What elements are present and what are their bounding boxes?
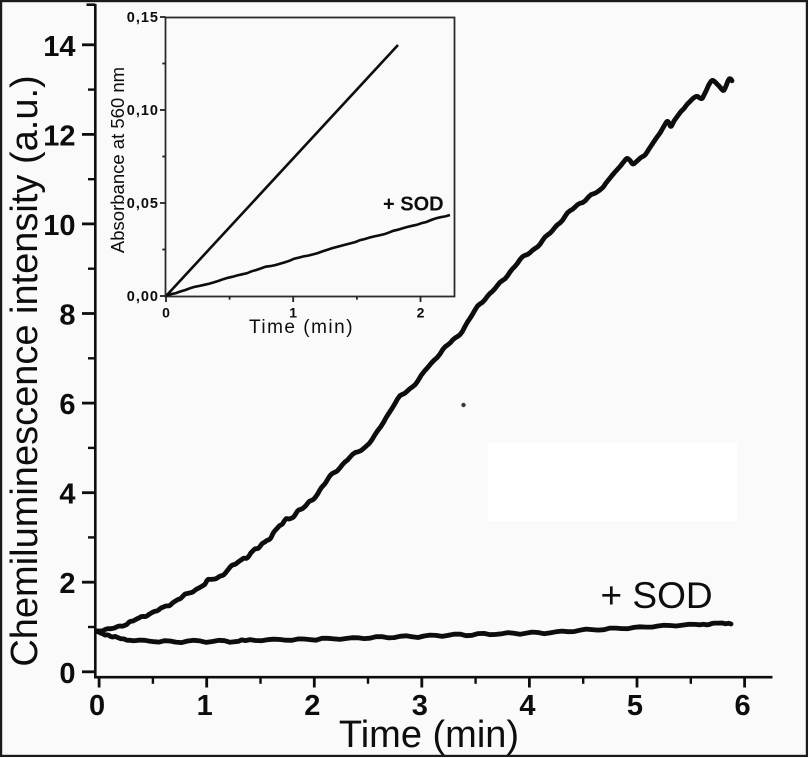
svg-text:8: 8 [59, 300, 75, 332]
svg-text:0,00: 0,00 [127, 289, 159, 305]
svg-text:+ SOD: + SOD [601, 575, 713, 616]
svg-text:Time (min): Time (min) [339, 714, 519, 756]
svg-text:1: 1 [197, 690, 213, 722]
svg-text:Time (min): Time (min) [249, 317, 354, 338]
svg-text:3: 3 [412, 690, 428, 722]
svg-text:10: 10 [43, 210, 75, 242]
svg-text:2: 2 [417, 305, 425, 321]
svg-text:2: 2 [59, 568, 75, 600]
svg-text:+ SOD: + SOD [383, 194, 444, 216]
svg-text:0: 0 [162, 305, 170, 321]
svg-text:6: 6 [735, 690, 751, 722]
svg-text:0,05: 0,05 [127, 196, 159, 212]
svg-text:1: 1 [289, 305, 297, 321]
svg-text:Chemiluminescence intensity (a: Chemiluminescence intensity (a.u.) [4, 75, 46, 666]
svg-text:0,10: 0,10 [127, 103, 159, 119]
svg-text:5: 5 [627, 690, 643, 722]
svg-text:0,15: 0,15 [127, 10, 159, 26]
svg-text:Absorbance at 560 nm: Absorbance at 560 nm [107, 67, 128, 253]
svg-text:14: 14 [43, 31, 75, 63]
svg-text:4: 4 [59, 479, 75, 511]
svg-text:12: 12 [43, 120, 75, 152]
svg-text:0: 0 [89, 690, 105, 722]
svg-text:4: 4 [519, 690, 535, 722]
svg-text:2: 2 [304, 690, 320, 722]
svg-text:6: 6 [59, 389, 75, 421]
svg-text:0: 0 [59, 658, 75, 690]
